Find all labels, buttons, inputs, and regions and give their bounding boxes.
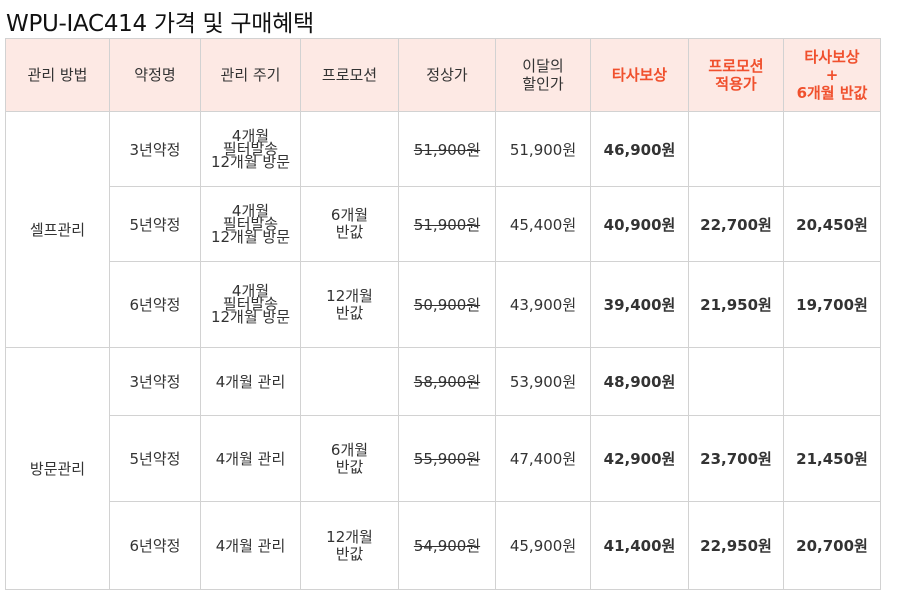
group-visit-care: 방문관리 [5, 347, 110, 590]
list-price-cell: 50,900원 [398, 261, 496, 348]
group-self-care: 셀프관리 [5, 111, 110, 348]
cycle-cell: 4개월 관리 [200, 415, 301, 502]
trade-in-price-cell: 40,900원 [590, 186, 689, 262]
contract-cell: 6년약정 [109, 501, 201, 590]
list-price-cell: 55,900원 [398, 415, 496, 502]
discount-price-cell: 43,900원 [495, 261, 591, 348]
header-trade-in-half: 타사보상 + 6개월 반값 [783, 38, 881, 112]
page-title: WPU-IAC414 가격 및 구매혜택 [6, 11, 314, 37]
trade-in-price-cell: 42,900원 [590, 415, 689, 502]
promo-cell [300, 111, 399, 187]
cycle-cell: 4개월 관리 [200, 347, 301, 416]
list-price-cell: 51,900원 [398, 111, 496, 187]
trade-in-price-cell: 39,400원 [590, 261, 689, 348]
price-table: 관리 방법 약정명 관리 주기 프로모션 정상가 이달의 할인가 타사보상 프로… [5, 38, 881, 590]
discount-price-cell: 51,900원 [495, 111, 591, 187]
header-promo-applied: 프로모션 적용가 [688, 38, 784, 112]
cycle-cell: 4개월 관리 [200, 501, 301, 590]
list-price-cell: 58,900원 [398, 347, 496, 416]
table-row: 6년약정 4개월 관리 12개월 반값 54,900원 45,900원 41,4… [6, 501, 881, 590]
promo-price-cell: 23,700원 [688, 415, 784, 502]
trade-in-half-price-cell: 19,700원 [783, 261, 881, 348]
promo-price-cell: 21,950원 [688, 261, 784, 348]
trade-in-price-cell: 46,900원 [590, 111, 689, 187]
promo-cell: 12개월 반값 [300, 501, 399, 590]
trade-in-half-price-cell [783, 347, 881, 416]
list-price-cell: 54,900원 [398, 501, 496, 590]
promo-price-cell [688, 111, 784, 187]
promo-cell [300, 347, 399, 416]
header-list-price: 정상가 [398, 38, 496, 112]
cycle-cell: 4개월 필터발송 12개월 방문 [200, 111, 301, 187]
trade-in-half-price-cell: 20,700원 [783, 501, 881, 590]
trade-in-half-price-cell: 21,450원 [783, 415, 881, 502]
contract-cell: 5년약정 [109, 415, 201, 502]
promo-price-cell [688, 347, 784, 416]
table-row: 6년약정 4개월 필터발송 12개월 방문 12개월 반값 50,900원 43… [6, 261, 881, 348]
table-row: 셀프관리 3년약정 4개월 필터발송 12개월 방문 51,900원 51,90… [5, 111, 881, 348]
header-row: 관리 방법 약정명 관리 주기 프로모션 정상가 이달의 할인가 타사보상 프로… [5, 38, 881, 112]
promo-price-cell: 22,700원 [688, 186, 784, 262]
promo-price-cell: 22,950원 [688, 501, 784, 590]
trade-in-price-cell: 48,900원 [590, 347, 689, 416]
header-method: 관리 방법 [5, 38, 110, 112]
header-promo: 프로모션 [300, 38, 399, 112]
table-row: 5년약정 4개월 필터발송 12개월 방문 6개월 반값 51,900원 45,… [6, 186, 881, 262]
promo-cell: 6개월 반값 [300, 186, 399, 262]
header-contract: 약정명 [109, 38, 201, 112]
cycle-cell: 4개월 필터발송 12개월 방문 [200, 186, 301, 262]
promo-cell: 12개월 반값 [300, 261, 399, 348]
discount-price-cell: 47,400원 [495, 415, 591, 502]
discount-price-cell: 45,400원 [495, 186, 591, 262]
discount-price-cell: 45,900원 [495, 501, 591, 590]
table-row: 5년약정 4개월 관리 6개월 반값 55,900원 47,400원 42,90… [6, 415, 881, 502]
list-price-cell: 51,900원 [398, 186, 496, 262]
contract-cell: 3년약정 [109, 347, 201, 416]
trade-in-half-price-cell [783, 111, 881, 187]
header-cycle: 관리 주기 [200, 38, 301, 112]
header-discount: 이달의 할인가 [495, 38, 591, 112]
contract-cell: 3년약정 [109, 111, 201, 187]
contract-cell: 6년약정 [109, 261, 201, 348]
promo-cell: 6개월 반값 [300, 415, 399, 502]
header-trade-in: 타사보상 [590, 38, 689, 112]
cycle-cell: 4개월 필터발송 12개월 방문 [200, 261, 301, 348]
discount-price-cell: 53,900원 [495, 347, 591, 416]
contract-cell: 5년약정 [109, 186, 201, 262]
table-row: 방문관리 3년약정 4개월 관리 58,900원 53,900원 48,900원 [5, 347, 881, 590]
trade-in-half-price-cell: 20,450원 [783, 186, 881, 262]
trade-in-price-cell: 41,400원 [590, 501, 689, 590]
